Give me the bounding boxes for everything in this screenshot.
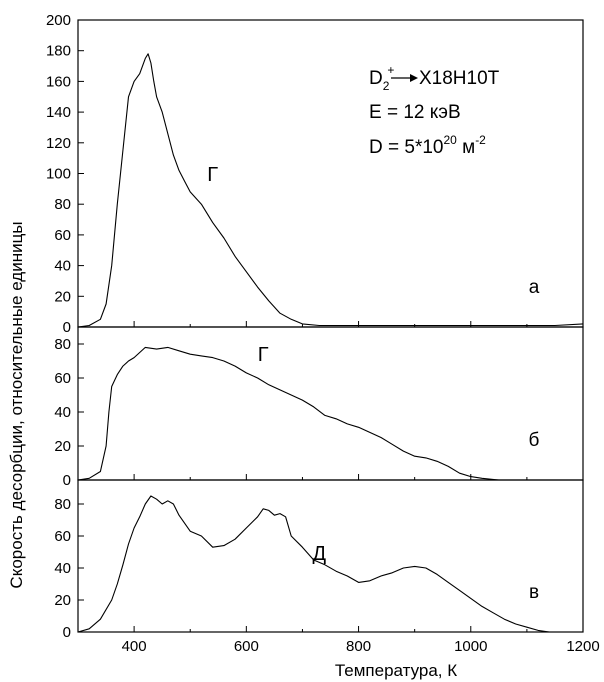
y-tick-label: 80 [54, 496, 71, 513]
x-tick-label: 1000 [454, 638, 487, 655]
x-tick-label: 1200 [566, 638, 599, 655]
y-tick-label: 100 [46, 166, 71, 183]
y-tick-label: 0 [63, 319, 71, 336]
arrow-icon [391, 74, 418, 82]
x-axis-title: Температура, К [335, 661, 457, 680]
panel-2: 0 20 40 60 80 Гб [54, 326, 584, 489]
y-tick-label: 60 [54, 227, 71, 244]
y-tick-label: 0 [63, 624, 71, 641]
y-tick-label: 20 [54, 288, 71, 305]
y-axis-title: Скорость десорбции, относительные единиц… [7, 221, 26, 588]
series-line-1 [77, 53, 584, 328]
y-tick-label: 60 [54, 528, 71, 545]
peak-label: Г [258, 344, 269, 366]
panel-3: 0 20 40 60 80 400 600 800 1000 1200 Дв [54, 479, 600, 655]
y-tick-label: 40 [54, 258, 71, 275]
y-tick-label: 40 [54, 560, 71, 577]
plot-frame [77, 326, 584, 481]
x-tick-label: 400 [122, 638, 147, 655]
x-tick-label: 600 [234, 638, 259, 655]
y-tick-label: 80 [54, 196, 71, 213]
target-label: X18H10T [419, 68, 500, 89]
panel-1: 0 20 40 60 80 100 120 140 160 180 200 Га [46, 12, 584, 336]
energy-label: E = 12 кэВ [369, 102, 461, 123]
dose-label: D = 5*1020 м-2 [369, 133, 486, 158]
x-tick-label: 800 [346, 638, 371, 655]
y-tick-label: 180 [46, 43, 71, 60]
peak-label: Г [207, 164, 218, 186]
y-tick-label: 80 [54, 336, 71, 353]
y-tick-label: 40 [54, 404, 71, 421]
y-tick-label: 140 [46, 104, 71, 121]
plot-frame [77, 479, 584, 633]
y-tick-label: 20 [54, 592, 71, 609]
y-tick-label: 20 [54, 438, 71, 455]
series-line-1 [77, 495, 555, 633]
series-line-1 [77, 346, 583, 481]
peak-label: Д [313, 543, 327, 565]
panel-letter: а [529, 277, 540, 298]
y-tick-label: 0 [63, 472, 71, 489]
panel-letter: б [529, 430, 540, 451]
annotation-block: D2+ X18H10T E = 12 кэВ D = 5*1020 м-2 [369, 63, 500, 158]
y-tick-label: 120 [46, 135, 71, 152]
plot-frame [77, 19, 584, 328]
panel-letter: в [529, 582, 539, 603]
y-tick-label: 160 [46, 73, 71, 90]
y-tick-label: 60 [54, 370, 71, 387]
y-tick-label: 200 [46, 12, 71, 29]
beam-label: D2+ [369, 63, 394, 93]
